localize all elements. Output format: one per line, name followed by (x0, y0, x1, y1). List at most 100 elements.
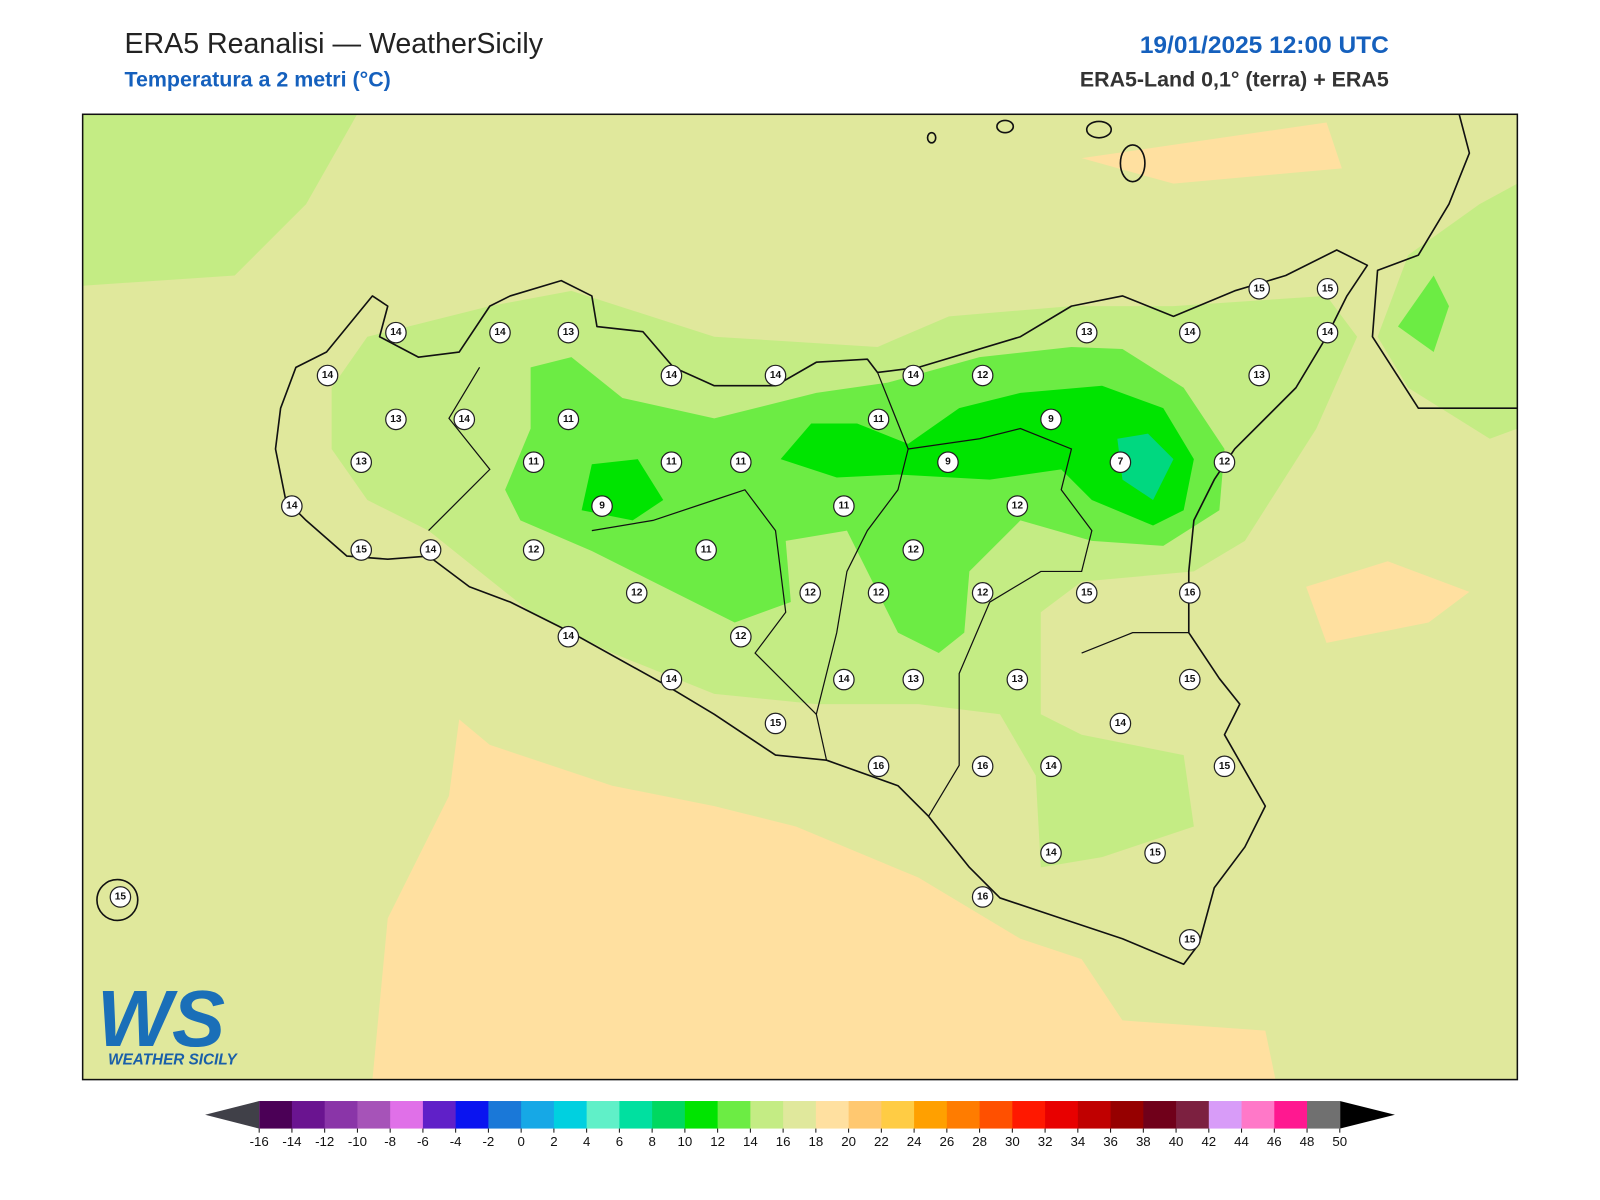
colorbar: -16 -14 -12 -10 -8 -6 -4 -2 0 2 4 6 8 10 12 14 16 18 20 22 2… (205, 1101, 1395, 1149)
station-marker (557, 408, 580, 431)
station-value: 12 (528, 545, 540, 556)
station-marker (660, 451, 683, 474)
station-marker (867, 408, 890, 431)
colorbar-box (521, 1101, 555, 1129)
colorbar-label: 32 (1038, 1134, 1053, 1149)
station-value: 15 (1184, 934, 1196, 945)
station-value: 13 (1012, 674, 1024, 685)
station-value: 11 (563, 414, 574, 425)
colorbar-box (750, 1101, 784, 1129)
station-marker (937, 451, 959, 474)
colorbar-label: 28 (972, 1134, 987, 1149)
station-value: 12 (805, 587, 817, 598)
colorbar-label: 44 (1234, 1134, 1249, 1149)
field (82, 114, 1518, 1080)
field-area (1081, 122, 1342, 184)
station-marker (350, 451, 373, 474)
station-marker (1144, 842, 1166, 864)
colorbar-box (455, 1101, 489, 1129)
station-value: 16 (977, 891, 989, 902)
station-value: 14 (838, 674, 850, 685)
station-marker (971, 364, 994, 387)
colorbar-label: 30 (1005, 1134, 1020, 1149)
station-value: 16 (1184, 587, 1196, 598)
date: 19/01/2025 12:00 UTC (1140, 32, 1389, 59)
colorbar-label: -2 (483, 1134, 495, 1149)
station-value: 12 (977, 370, 989, 381)
colorbar-label: 20 (841, 1134, 856, 1149)
station-value: 12 (908, 545, 920, 556)
station-marker (833, 495, 855, 517)
station-value: 14 (1184, 327, 1196, 338)
station-value: 14 (563, 631, 575, 642)
logo: WS WEATHER SICILY (97, 974, 239, 1068)
colorbar-label: 38 (1136, 1134, 1151, 1149)
station-value: 13 (908, 674, 920, 685)
colorbar-label: 2 (550, 1134, 557, 1149)
station-value: 13 (390, 414, 402, 425)
colorbar-box (422, 1101, 457, 1129)
station-value: 12 (977, 587, 989, 598)
station-value: 13 (1081, 327, 1093, 338)
station-value: 11 (528, 457, 539, 468)
station-value: 15 (1184, 674, 1196, 685)
station-value: 15 (1219, 761, 1231, 772)
station-marker (453, 408, 476, 431)
colorbar-box (717, 1101, 751, 1129)
colorbar-box (848, 1101, 882, 1129)
colorbar-box (291, 1101, 326, 1129)
station-marker (1040, 408, 1062, 431)
colorbar-box (1307, 1101, 1341, 1129)
field-area (1117, 433, 1174, 500)
station-value: 14 (459, 414, 471, 425)
station-value: 14 (1322, 327, 1334, 338)
island (996, 119, 1015, 134)
colorbar-label: 50 (1332, 1134, 1347, 1149)
title: ERA5 Reanalisi — WeatherSicily (124, 28, 543, 60)
island (926, 131, 937, 144)
colorbar-label: -10 (348, 1134, 367, 1149)
station-marker (1109, 712, 1132, 735)
province-border (908, 427, 1093, 817)
colorbar-box (357, 1101, 391, 1129)
colorbar-box (652, 1101, 686, 1129)
station-value: 14 (425, 545, 437, 556)
station-marker (557, 625, 580, 648)
colorbar-label: 36 (1103, 1134, 1118, 1149)
island (96, 878, 139, 922)
station-marker (625, 582, 648, 604)
station-value: 12 (873, 587, 885, 598)
colorbar-box (979, 1101, 1013, 1129)
station-marker (1316, 321, 1339, 344)
station-value: 15 (356, 545, 368, 556)
colorbar-box (1208, 1101, 1243, 1129)
station-value: 12 (1012, 501, 1024, 512)
colorbar-box (1274, 1101, 1308, 1129)
station-value: 14 (1045, 848, 1057, 859)
station-value: 11 (838, 501, 849, 512)
station-value: 15 (1322, 283, 1334, 294)
station-marker (971, 582, 994, 604)
station-value: 14 (666, 674, 678, 685)
logo-caption: WEATHER SICILY (108, 1051, 238, 1068)
source: ERA5-Land 0,1° (terra) + ERA5 (1080, 68, 1389, 92)
station-value: 15 (1149, 848, 1161, 859)
station-marker (660, 364, 683, 387)
colorbar-box (783, 1101, 817, 1129)
station-marker (660, 668, 683, 691)
colorbar-box (324, 1101, 358, 1129)
station-marker (557, 321, 580, 344)
coastline (274, 249, 1369, 966)
station-marker (1075, 321, 1098, 344)
colorbar-label: 40 (1169, 1134, 1184, 1149)
colorbar-box (619, 1101, 653, 1129)
station-marker (385, 321, 407, 344)
station-marker (867, 582, 890, 604)
station-marker (902, 539, 925, 561)
province-border (1081, 632, 1189, 654)
colorbar-label: -14 (282, 1134, 301, 1149)
colorbar-box (1241, 1101, 1275, 1129)
station-marker (281, 495, 303, 517)
colorbar-label: 0 (517, 1134, 524, 1149)
colorbar-box (586, 1101, 620, 1129)
